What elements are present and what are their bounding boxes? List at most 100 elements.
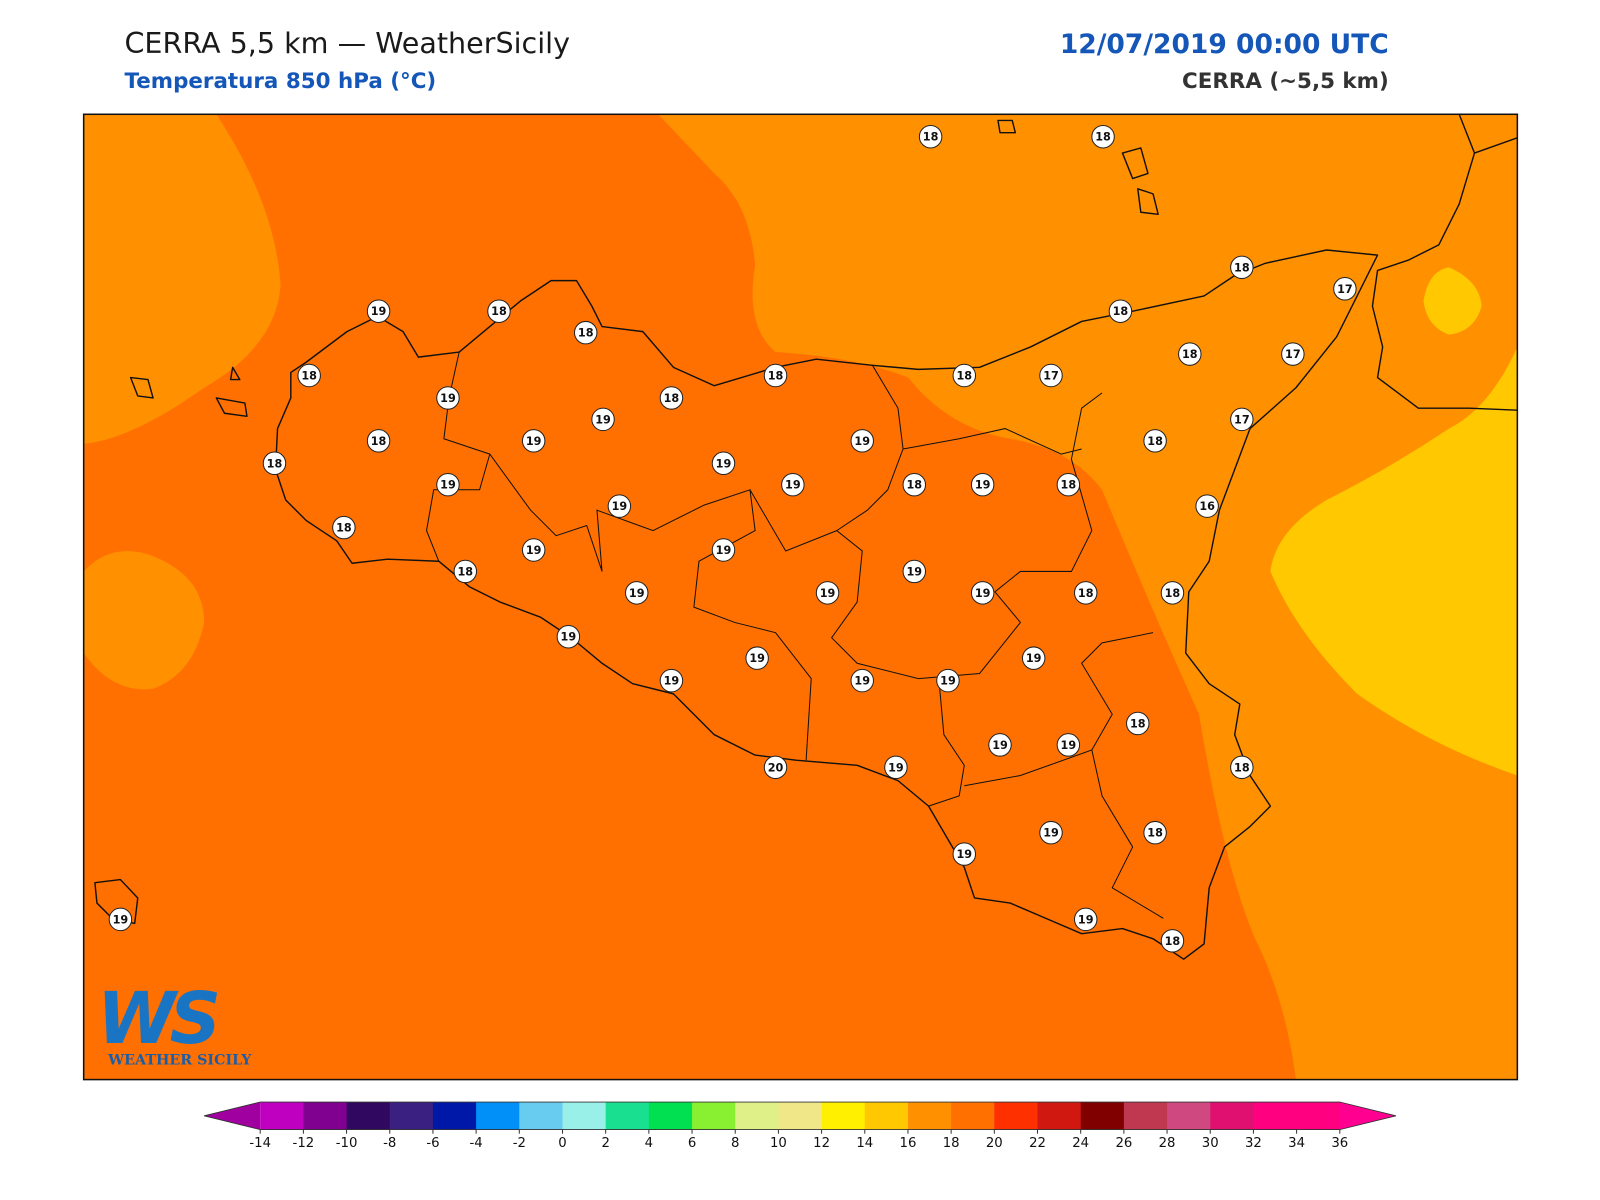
station-marker <box>607 494 632 518</box>
station-marker <box>1039 363 1063 388</box>
station-value: 19 <box>975 479 991 492</box>
subtitle: Temperatura 850 hPa (°C) <box>124 69 436 94</box>
station-marker <box>521 429 546 453</box>
colorbar-segment <box>778 1102 823 1130</box>
station-value: 17 <box>1043 370 1059 383</box>
station: 19 <box>711 451 736 475</box>
station-value: 18 <box>1234 261 1250 274</box>
datetime: 12/07/2019 00:00 UTC <box>1060 29 1389 60</box>
station-marker <box>1281 342 1305 366</box>
station-value: 18 <box>1113 305 1129 318</box>
station: 19 <box>436 386 460 410</box>
station-value: 19 <box>664 675 680 688</box>
station: 18 <box>1143 429 1167 453</box>
station: 18 <box>659 386 684 410</box>
station-value: 19 <box>561 631 577 644</box>
colorbar-under <box>204 1102 261 1130</box>
station-marker <box>815 581 840 605</box>
station: 19 <box>591 407 615 432</box>
station: 18 <box>902 472 927 497</box>
station-value: 18 <box>336 522 352 535</box>
station-marker <box>659 668 684 693</box>
station-marker <box>366 299 391 323</box>
station: 19 <box>521 429 546 453</box>
station-value: 18 <box>664 392 680 405</box>
colorbar-tick-label: 12 <box>813 1136 830 1151</box>
station-value: 19 <box>526 544 542 557</box>
colorbar-tick-label: 8 <box>731 1136 739 1151</box>
station: 18 <box>1143 820 1167 845</box>
station-value: 19 <box>992 739 1008 752</box>
colorbar-tick-label: 20 <box>986 1136 1003 1151</box>
station-value: 18 <box>1078 587 1094 600</box>
station-value: 16 <box>1199 500 1215 513</box>
station: 18 <box>453 559 478 584</box>
colorbar-segment <box>994 1102 1039 1130</box>
station: 19 <box>988 733 1012 757</box>
station: 19 <box>745 646 769 670</box>
station: 16 <box>1195 494 1219 518</box>
station-marker <box>1160 581 1185 605</box>
colorbar-tick-label: 10 <box>770 1136 787 1151</box>
station: 19 <box>936 668 960 693</box>
station-marker <box>453 559 478 584</box>
station-value: 19 <box>749 652 765 665</box>
station: 19 <box>850 429 874 453</box>
station-value: 18 <box>491 305 507 318</box>
station-marker <box>108 907 133 932</box>
station-value: 19 <box>595 413 611 426</box>
station-value: 18 <box>906 479 922 492</box>
colorbar-segment <box>260 1102 304 1130</box>
station-marker <box>1333 277 1357 301</box>
station-value: 18 <box>457 565 473 578</box>
station: 18 <box>1073 581 1098 605</box>
station-marker <box>1143 429 1167 453</box>
station: 19 <box>902 559 927 584</box>
station: 18 <box>332 515 356 540</box>
station-marker <box>573 320 598 345</box>
colorbar-tick-label: -8 <box>383 1136 396 1151</box>
station-marker <box>556 625 581 649</box>
station-marker <box>659 386 684 410</box>
colorbar-tick-label: 36 <box>1331 1136 1348 1151</box>
station: 18 <box>1160 929 1185 953</box>
station: 18 <box>918 125 943 149</box>
station-marker <box>970 581 995 605</box>
station: 19 <box>1039 820 1063 845</box>
station-value: 19 <box>526 435 542 448</box>
station: 17 <box>1281 342 1305 366</box>
station-marker <box>262 451 287 475</box>
station-value: 17 <box>1285 348 1301 361</box>
station: 17 <box>1039 363 1063 388</box>
station-marker <box>745 646 769 670</box>
colorbar-tick-label: 16 <box>900 1136 917 1151</box>
station-marker <box>1230 755 1254 780</box>
station-marker <box>1178 342 1202 366</box>
station: 19 <box>850 668 874 693</box>
station-value: 19 <box>716 457 732 470</box>
station: 19 <box>659 668 684 693</box>
station-marker <box>1126 711 1150 736</box>
station: 19 <box>366 299 391 323</box>
station-marker <box>625 581 649 605</box>
colorbar-tick-label: 30 <box>1202 1136 1219 1151</box>
colorbar-segment <box>648 1102 693 1130</box>
station: 19 <box>952 842 977 866</box>
station-marker <box>297 363 321 388</box>
temperature-field <box>1270 346 1518 776</box>
station-value: 18 <box>1130 717 1146 730</box>
station: 19 <box>781 472 805 497</box>
station: 19 <box>521 538 546 562</box>
map <box>83 114 1518 1080</box>
station-value: 18 <box>1165 935 1181 948</box>
station-marker <box>1039 820 1063 845</box>
station: 18 <box>1230 755 1254 780</box>
station-value: 17 <box>1337 283 1353 296</box>
station: 18 <box>262 451 287 475</box>
colorbar-segment <box>735 1102 779 1130</box>
station-value: 19 <box>940 675 956 688</box>
colorbar-tick-label: 24 <box>1072 1136 1089 1151</box>
station-value: 19 <box>1061 739 1077 752</box>
